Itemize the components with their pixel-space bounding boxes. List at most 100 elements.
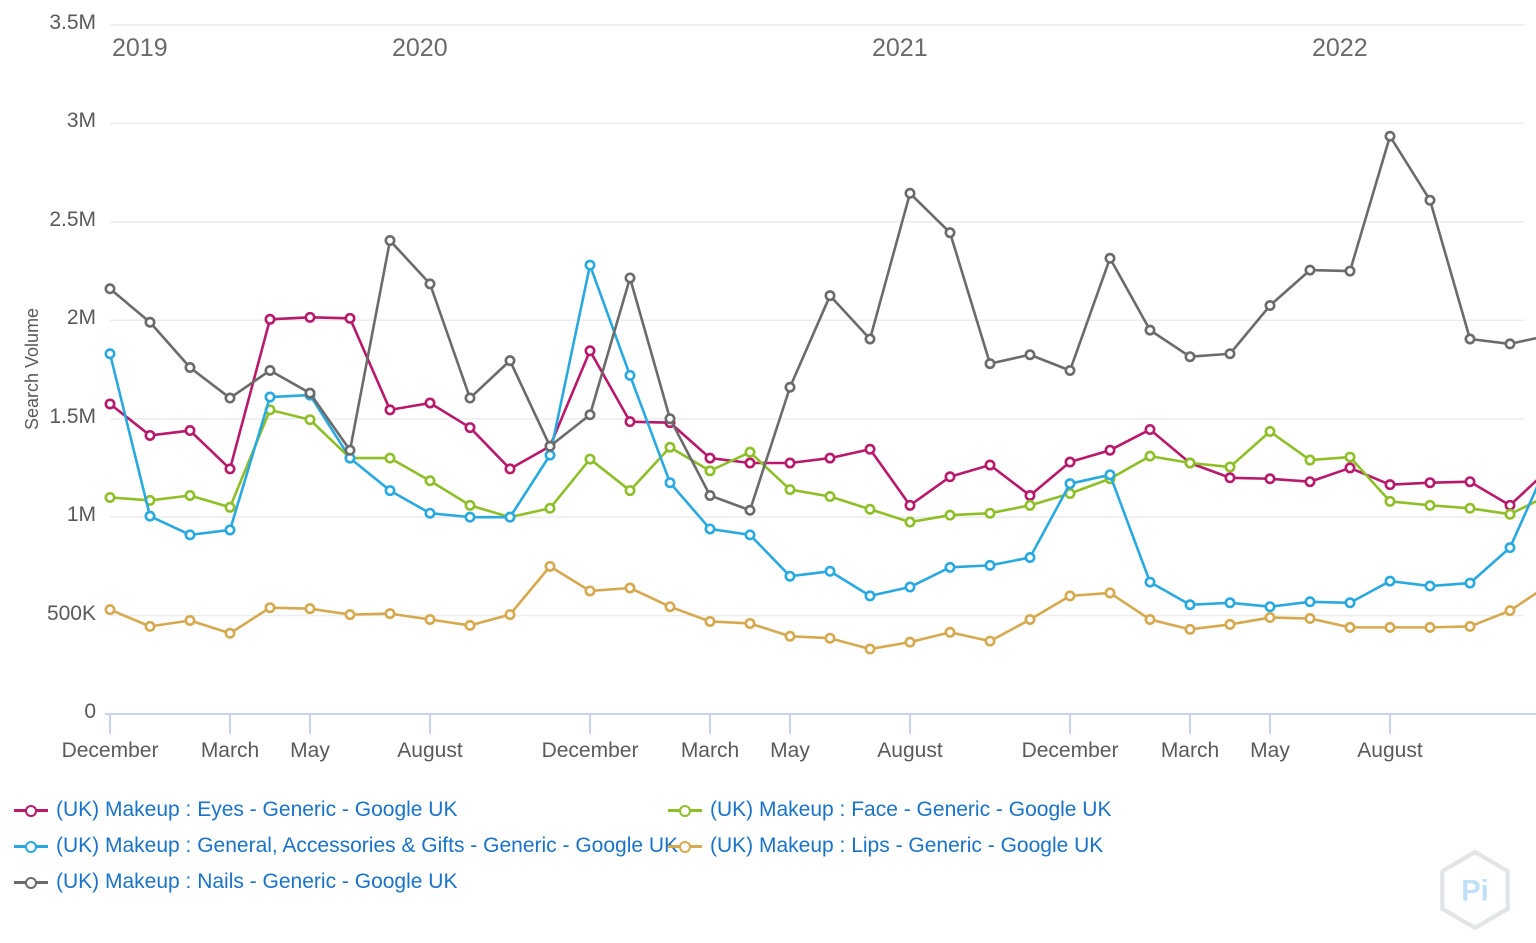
data-point-marker[interactable]: [864, 590, 876, 602]
data-point-marker[interactable]: [1384, 575, 1396, 587]
data-point-marker[interactable]: [1184, 351, 1196, 363]
data-point-marker[interactable]: [784, 630, 796, 642]
data-point-marker[interactable]: [584, 409, 596, 421]
data-point-marker[interactable]: [904, 581, 916, 593]
legend-item[interactable]: (UK) Makeup : Lips - Generic - Google UK: [668, 834, 1103, 858]
data-point-marker[interactable]: [304, 387, 316, 399]
data-point-marker[interactable]: [424, 475, 436, 487]
data-point-marker[interactable]: [1064, 364, 1076, 376]
data-point-marker[interactable]: [304, 603, 316, 615]
legend-item-label[interactable]: (UK) Makeup : Eyes - Generic - Google UK: [56, 798, 458, 821]
data-point-marker[interactable]: [1104, 587, 1116, 599]
data-point-marker[interactable]: [224, 463, 236, 475]
data-point-marker[interactable]: [1304, 476, 1316, 488]
data-point-marker[interactable]: [344, 312, 356, 324]
data-point-marker[interactable]: [624, 485, 636, 497]
data-point-marker[interactable]: [824, 452, 836, 464]
data-point-marker[interactable]: [464, 619, 476, 631]
data-point-marker[interactable]: [704, 615, 716, 627]
data-point-marker[interactable]: [664, 413, 676, 425]
data-point-marker[interactable]: [584, 585, 596, 597]
data-point-marker[interactable]: [544, 502, 556, 514]
data-point-marker[interactable]: [1344, 265, 1356, 277]
data-point-marker[interactable]: [1424, 194, 1436, 206]
data-point-marker[interactable]: [664, 477, 676, 489]
data-point-marker[interactable]: [424, 397, 436, 409]
data-point-marker[interactable]: [1104, 444, 1116, 456]
data-point-marker[interactable]: [824, 632, 836, 644]
data-point-marker[interactable]: [1464, 333, 1476, 345]
data-point-marker[interactable]: [304, 311, 316, 323]
data-point-marker[interactable]: [1304, 264, 1316, 276]
data-point-marker[interactable]: [504, 463, 516, 475]
data-point-marker[interactable]: [1224, 597, 1236, 609]
data-point-marker[interactable]: [224, 627, 236, 639]
data-point-marker[interactable]: [184, 362, 196, 374]
data-point-marker[interactable]: [1344, 597, 1356, 609]
data-point-marker[interactable]: [1024, 499, 1036, 511]
data-point-marker[interactable]: [1464, 502, 1476, 514]
data-point-marker[interactable]: [384, 235, 396, 247]
data-point-marker[interactable]: [184, 489, 196, 501]
data-point-marker[interactable]: [544, 560, 556, 572]
data-point-marker[interactable]: [1304, 596, 1316, 608]
data-point-marker[interactable]: [744, 457, 756, 469]
data-point-marker[interactable]: [464, 499, 476, 511]
data-point-marker[interactable]: [944, 471, 956, 483]
data-point-marker[interactable]: [704, 452, 716, 464]
data-point-marker[interactable]: [1264, 300, 1276, 312]
legend-item-label[interactable]: (UK) Makeup : Lips - Generic - Google UK: [710, 834, 1104, 857]
data-point-marker[interactable]: [144, 620, 156, 632]
data-point-marker[interactable]: [744, 617, 756, 629]
data-point-marker[interactable]: [1264, 601, 1276, 613]
data-point-marker[interactable]: [1264, 426, 1276, 438]
data-point-marker[interactable]: [664, 601, 676, 613]
data-point-marker[interactable]: [1064, 478, 1076, 490]
data-point-marker[interactable]: [424, 614, 436, 626]
data-point-marker[interactable]: [784, 570, 796, 582]
legend-item[interactable]: (UK) Makeup : Eyes - Generic - Google UK: [14, 798, 457, 822]
data-point-marker[interactable]: [944, 561, 956, 573]
data-point-marker[interactable]: [544, 449, 556, 461]
data-point-marker[interactable]: [904, 636, 916, 648]
data-point-marker[interactable]: [984, 459, 996, 471]
data-point-marker[interactable]: [384, 404, 396, 416]
data-point-marker[interactable]: [264, 391, 276, 403]
data-point-marker[interactable]: [624, 369, 636, 381]
data-point-marker[interactable]: [384, 485, 396, 497]
data-point-marker[interactable]: [424, 278, 436, 290]
data-point-marker[interactable]: [1424, 477, 1436, 489]
data-point-marker[interactable]: [744, 446, 756, 458]
data-point-marker[interactable]: [1344, 451, 1356, 463]
data-point-marker[interactable]: [864, 333, 876, 345]
data-point-marker[interactable]: [904, 187, 916, 199]
data-point-marker[interactable]: [1104, 469, 1116, 481]
data-point-marker[interactable]: [824, 565, 836, 577]
data-point-marker[interactable]: [464, 392, 476, 404]
data-point-marker[interactable]: [504, 609, 516, 621]
data-point-marker[interactable]: [1464, 620, 1476, 632]
data-point-marker[interactable]: [304, 414, 316, 426]
data-point-marker[interactable]: [1064, 456, 1076, 468]
data-point-marker[interactable]: [744, 504, 756, 516]
data-point-marker[interactable]: [184, 529, 196, 541]
data-point-marker[interactable]: [1144, 576, 1156, 588]
data-point-marker[interactable]: [1224, 461, 1236, 473]
data-point-marker[interactable]: [1144, 614, 1156, 626]
data-point-marker[interactable]: [984, 559, 996, 571]
data-point-marker[interactable]: [464, 422, 476, 434]
data-point-marker[interactable]: [1024, 489, 1036, 501]
data-point-marker[interactable]: [704, 523, 716, 535]
data-point-marker[interactable]: [1264, 612, 1276, 624]
data-point-marker[interactable]: [264, 313, 276, 325]
legend-item[interactable]: (UK) Makeup : General, Accessories & Gif…: [14, 834, 678, 858]
data-point-marker[interactable]: [104, 398, 116, 410]
data-point-marker[interactable]: [624, 416, 636, 428]
data-point-marker[interactable]: [1184, 599, 1196, 611]
data-point-marker[interactable]: [104, 283, 116, 295]
data-point-marker[interactable]: [1104, 252, 1116, 264]
data-point-marker[interactable]: [1504, 508, 1516, 520]
data-point-marker[interactable]: [224, 392, 236, 404]
data-point-marker[interactable]: [344, 609, 356, 621]
data-point-marker[interactable]: [784, 484, 796, 496]
